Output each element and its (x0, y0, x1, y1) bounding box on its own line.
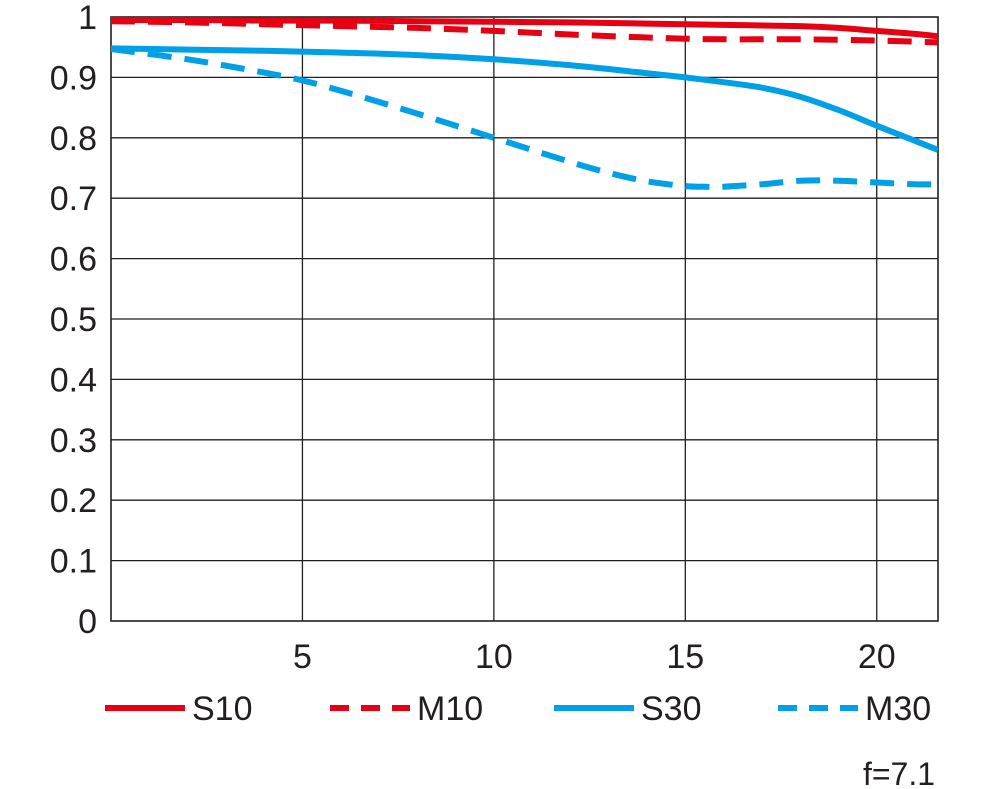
series-line-m10 (111, 18, 938, 46)
legend-label-m30: M30 (865, 690, 931, 728)
y-tick-label: 0.3 (50, 422, 97, 460)
legend-label-s30: S30 (641, 690, 702, 728)
x-tick-label: 15 (666, 638, 704, 676)
x-tick-label: 5 (293, 638, 312, 676)
series-line-s10 (111, 16, 938, 40)
y-tick-label: 0.8 (50, 120, 97, 158)
y-tick-label: 0 (78, 603, 97, 641)
y-tick-label: 0.2 (50, 482, 97, 520)
y-tick-label: 1 (78, 0, 97, 37)
y-tick-label: 0.1 (50, 543, 97, 581)
x-tick-label: 10 (475, 638, 513, 676)
y-tick-label: 0.5 (50, 301, 97, 339)
y-tick-label: 0.6 (50, 241, 97, 279)
legend-label-s10: S10 (192, 690, 253, 728)
y-tick-label: 0.9 (50, 59, 97, 97)
series-line-s30 (111, 45, 938, 153)
y-tick-label: 0.4 (50, 361, 97, 399)
legend-label-m10: M10 (417, 690, 483, 728)
plot-frame (110, 16, 939, 622)
aperture-note: f=7.1 (863, 756, 935, 789)
x-tick-label: 20 (858, 638, 896, 676)
y-tick-label: 0.7 (50, 180, 97, 218)
series-line-m30 (111, 46, 938, 190)
